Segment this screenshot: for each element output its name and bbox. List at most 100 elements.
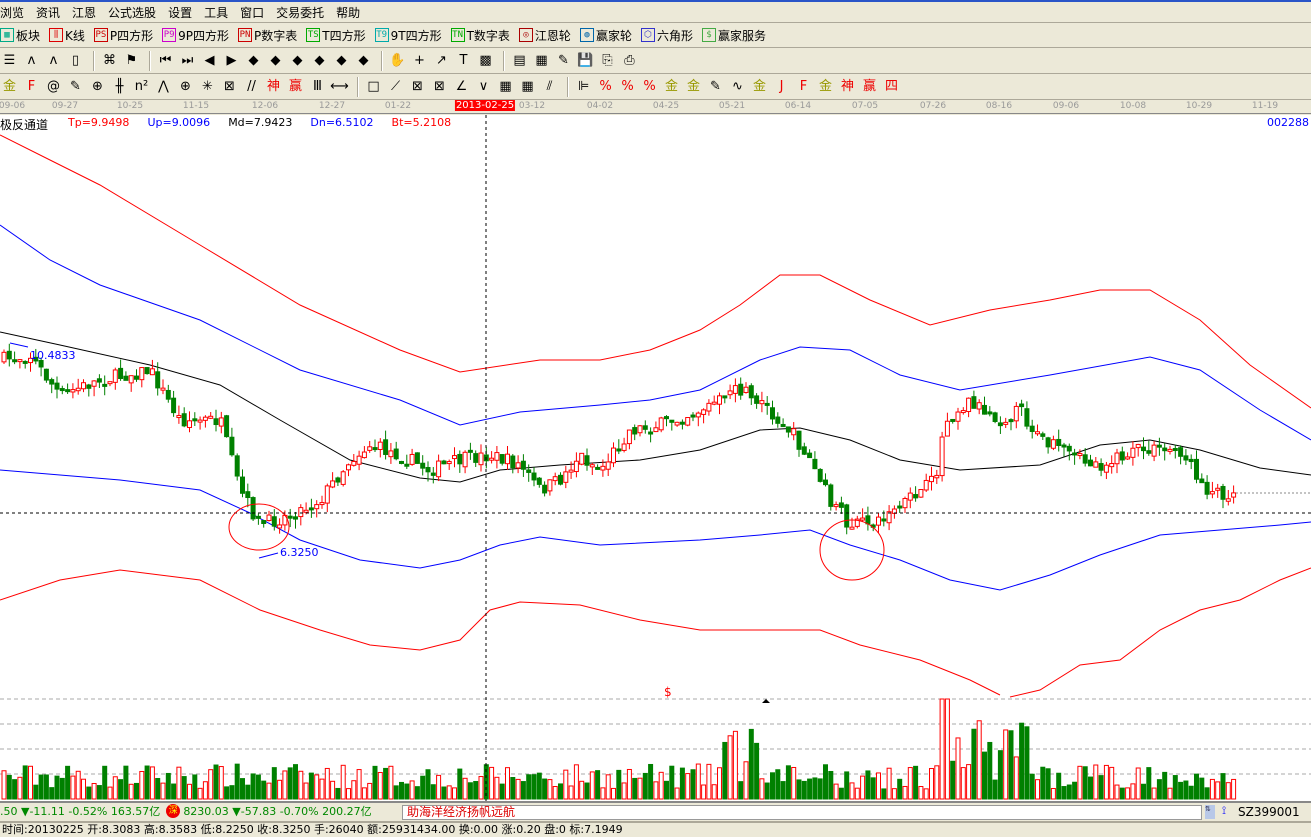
line-icon[interactable]: ↗ bbox=[436, 52, 447, 68]
fan-lines-icon[interactable]: ⟋ bbox=[390, 78, 401, 94]
gold-line-icon[interactable]: 金 bbox=[2, 78, 16, 94]
menu-item-1[interactable]: 资讯 bbox=[36, 5, 61, 20]
diamond5-icon[interactable]: ◆ bbox=[336, 52, 347, 68]
candle-icon[interactable]: ▯ bbox=[71, 52, 80, 68]
box-fan2-icon[interactable]: ⊠ bbox=[434, 78, 445, 94]
shen-icon[interactable]: 神 bbox=[266, 78, 280, 94]
network-icon[interactable]: ⎘ bbox=[602, 52, 613, 68]
toolbar-button-3[interactable]: P9 9P四方形 bbox=[162, 27, 229, 44]
tools-icon[interactable]: ✎ bbox=[710, 78, 721, 94]
right-icon[interactable]: ▶ bbox=[226, 52, 237, 68]
toolbar-button-9[interactable]: ◍ 赢家轮 bbox=[579, 27, 632, 44]
toolbar-button-2[interactable]: PS P四方形 bbox=[93, 27, 153, 44]
parallel-icon[interactable]: ⫽ bbox=[546, 78, 553, 94]
toolbar-button-11[interactable]: $ 赢家服务 bbox=[701, 27, 766, 44]
shen-angle-icon[interactable]: 神 bbox=[840, 78, 854, 94]
left-icon[interactable]: ◀ bbox=[204, 52, 215, 68]
ying-angle-icon[interactable]: 赢 bbox=[862, 78, 876, 94]
candle-body bbox=[134, 375, 139, 380]
web-icon[interactable]: ✳ bbox=[202, 78, 213, 94]
volume-bar bbox=[255, 774, 261, 800]
menu-item-5[interactable]: 工具 bbox=[204, 5, 229, 20]
news-scroller[interactable]: 助海洋经济扬帆远航 bbox=[402, 805, 1202, 820]
save-icon[interactable]: 💾 bbox=[577, 52, 594, 68]
box-fan-icon[interactable]: ⊠ bbox=[412, 78, 423, 94]
printer-icon[interactable]: ⎙ bbox=[624, 52, 635, 68]
grid-icon[interactable]: ▩ bbox=[479, 52, 492, 68]
first-icon[interactable]: ⏮ bbox=[159, 52, 172, 68]
kline-chart[interactable]: 10.4833 6.3250 $ bbox=[0, 115, 1311, 801]
pct-lines-icon[interactable]: % bbox=[643, 78, 656, 94]
calculator-icon[interactable]: ▦ bbox=[535, 52, 548, 68]
rect-icon[interactable]: □ bbox=[367, 78, 380, 94]
toolbar-button-10[interactable]: ⬡ 六角形 bbox=[640, 27, 693, 44]
si-angle-icon[interactable]: 四 bbox=[884, 78, 898, 94]
menu-item-8[interactable]: 帮助 bbox=[336, 5, 361, 20]
crosshair-icon[interactable]: + bbox=[414, 52, 425, 68]
gann-circle-icon[interactable]: ⊕ bbox=[180, 78, 191, 94]
last-icon[interactable]: ⏭ bbox=[181, 52, 194, 68]
gold-red-icon[interactable]: 金 bbox=[752, 78, 766, 94]
slash-icon[interactable]: // bbox=[247, 78, 256, 94]
chart-area[interactable]: 10.4833 6.3250 $ bbox=[0, 115, 1311, 801]
stamp-icon[interactable]: T bbox=[459, 52, 468, 68]
calendar-icon[interactable]: ▤ bbox=[513, 52, 526, 68]
percent-icon[interactable]: % bbox=[621, 78, 634, 94]
menu-item-4[interactable]: 设置 bbox=[168, 5, 193, 20]
measure-icon[interactable]: ⟷ bbox=[330, 78, 349, 94]
ying-icon[interactable]: 赢 bbox=[288, 78, 302, 94]
grid2-icon[interactable]: ▦ bbox=[521, 78, 534, 94]
menu-item-2[interactable]: 江恩 bbox=[72, 5, 97, 20]
menu-item-7[interactable]: 交易委托 bbox=[276, 5, 325, 20]
wave9-icon[interactable]: ʌ bbox=[49, 52, 58, 68]
hand-icon[interactable]: ✋ bbox=[389, 52, 406, 68]
scroll-arrows[interactable]: ⇅ bbox=[1205, 805, 1215, 819]
diamond4-icon[interactable]: ◆ bbox=[314, 52, 325, 68]
candle-body bbox=[584, 455, 590, 466]
grid1-icon[interactable]: ▦ bbox=[499, 78, 512, 94]
gold-angle-icon[interactable]: 金 bbox=[818, 78, 832, 94]
angle-icon[interactable]: ∠ bbox=[455, 78, 468, 94]
fan-icon[interactable]: ⋀ bbox=[158, 78, 169, 94]
toolbar-button-1[interactable]: ⫼ K线 bbox=[49, 27, 85, 44]
circle-icon[interactable]: ⊕ bbox=[92, 78, 103, 94]
candle-body bbox=[308, 507, 314, 511]
menu-item-0[interactable]: 浏览 bbox=[0, 5, 25, 20]
toolbar-button-7[interactable]: TN T数字表 bbox=[450, 27, 510, 44]
volume-bar bbox=[865, 770, 871, 800]
formula-icon[interactable]: ⌘ bbox=[103, 52, 116, 68]
sine-icon[interactable]: ∿ bbox=[732, 78, 743, 94]
notes-icon[interactable]: ✎ bbox=[558, 52, 569, 68]
pen-icon[interactable]: ✎ bbox=[70, 78, 81, 94]
gold-coin-icon[interactable]: 金 bbox=[664, 78, 678, 94]
j-angle-icon[interactable]: J bbox=[779, 78, 784, 94]
toolbar-button-8[interactable]: ◎ 江恩轮 bbox=[518, 27, 571, 44]
gold-lines-icon[interactable]: 金 bbox=[686, 78, 700, 94]
toolbar-button-5[interactable]: TS T四方形 bbox=[306, 27, 366, 44]
diamond1-icon[interactable]: ◆ bbox=[248, 52, 259, 68]
candle-body bbox=[812, 458, 818, 470]
toolbar-button-6[interactable]: T9 9T四方形 bbox=[374, 27, 442, 44]
menu-item-6[interactable]: 窗口 bbox=[240, 5, 265, 20]
date-tick: 2013-02-25 bbox=[454, 100, 516, 111]
volume-bar bbox=[1135, 767, 1141, 800]
v-icon[interactable]: ∨ bbox=[478, 78, 489, 94]
f-angle-icon[interactable]: F bbox=[799, 78, 808, 94]
pct-slash-icon[interactable]: % bbox=[599, 78, 612, 94]
n2-icon[interactable]: n² bbox=[134, 78, 149, 94]
wave3-icon[interactable]: ʌ bbox=[27, 52, 36, 68]
toolbar-button-0[interactable]: ▦ 板块 bbox=[0, 27, 40, 44]
flag-icon[interactable]: ⚑ bbox=[125, 52, 138, 68]
diamond3-icon[interactable]: ◆ bbox=[292, 52, 303, 68]
bars-icon[interactable]: ╫ bbox=[115, 78, 124, 94]
ruler-icon[interactable]: ⊫ bbox=[577, 78, 590, 94]
diamond2-icon[interactable]: ◆ bbox=[270, 52, 281, 68]
f-line-icon[interactable]: F bbox=[27, 78, 36, 94]
menu-item-3[interactable]: 公式选股 bbox=[108, 5, 157, 20]
box-icon[interactable]: ⊠ bbox=[224, 78, 235, 94]
diamond6-icon[interactable]: ◆ bbox=[358, 52, 369, 68]
toolbar-button-4[interactable]: PN P数字表 bbox=[238, 27, 297, 44]
comb-icon[interactable]: Ⅲ bbox=[313, 78, 322, 94]
spiral-icon[interactable]: @ bbox=[47, 78, 60, 94]
list-icon[interactable]: ☰ bbox=[3, 52, 16, 68]
